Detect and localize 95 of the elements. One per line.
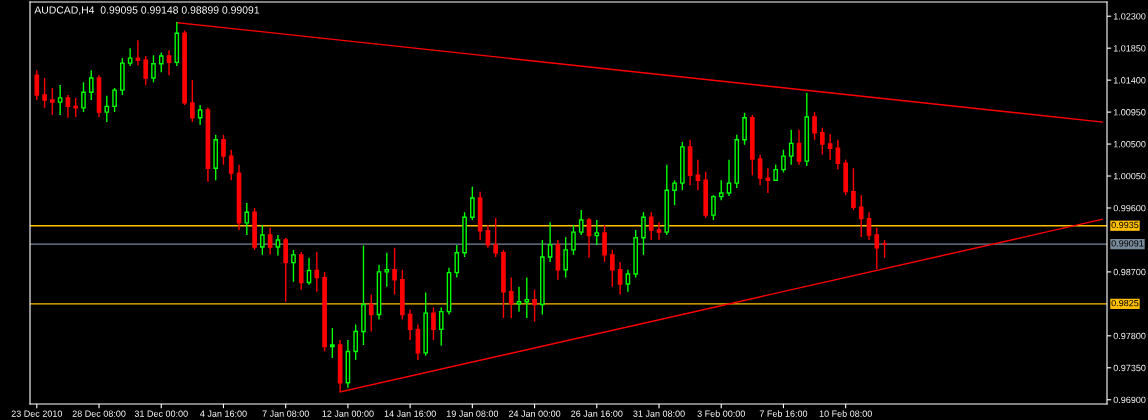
x-tick-label: 10 Feb 08:00 [819, 410, 872, 417]
candlestick [34, 69, 40, 101]
y-tick-label: 0.98700 [1113, 268, 1146, 276]
x-tick-label: 3 Feb 00:00 [697, 410, 745, 417]
y-tick-label: 1.00050 [1113, 172, 1146, 180]
candlestick [874, 227, 880, 270]
x-tick-label: 12 Jan 00:00 [322, 410, 374, 417]
candlestick [267, 227, 273, 256]
candlestick [438, 306, 444, 347]
candlestick [493, 217, 499, 258]
candlestick [718, 179, 724, 201]
y-tick-label: 0.97800 [1113, 332, 1146, 340]
candlestick [781, 149, 786, 174]
candlestick [788, 129, 794, 166]
candlestick [392, 247, 397, 296]
candlestick [641, 211, 646, 256]
y-tick-label: 1.01850 [1113, 45, 1146, 52]
candlestick [143, 55, 149, 86]
y-tick-label: 1.02300 [1113, 13, 1146, 20]
candlestick [524, 276, 530, 319]
candlestick [563, 236, 569, 279]
candlestick [610, 249, 615, 288]
candlestick [275, 234, 281, 257]
candlestick [617, 261, 623, 296]
candlestick [470, 185, 475, 221]
candlestick [50, 87, 55, 116]
candlestick [571, 224, 576, 256]
candlestick [594, 219, 600, 246]
candlestick [151, 54, 156, 83]
x-tick-label: 28 Dec 08:00 [72, 410, 126, 417]
candlestick [291, 249, 296, 283]
candlestick [672, 179, 677, 206]
candlestick [485, 224, 491, 249]
candlestick [648, 211, 654, 241]
candlestick [244, 202, 250, 236]
x-tick-label: 31 Jan 08:00 [633, 410, 685, 417]
x-tick-label: 31 Dec 00:00 [134, 410, 188, 417]
candlestick [112, 87, 117, 113]
candlestick [508, 276, 514, 319]
candlestick [812, 111, 817, 141]
candlestick [283, 237, 289, 303]
x-tick-label: 24 Jan 00:00 [508, 410, 561, 417]
candlestick [532, 288, 537, 323]
candlestick [516, 286, 522, 313]
candlestick [547, 221, 553, 263]
candlestick [765, 167, 771, 194]
x-tick-label: 4 Jan 16:00 [200, 410, 247, 417]
y-tick-label: 1.00500 [1113, 141, 1146, 148]
candlestick [57, 84, 63, 116]
candlestick [158, 51, 164, 74]
chart-title: AUDCAD,H4 0.99095 0.99148 0.98899 0.99091 [34, 6, 260, 15]
candlestick [42, 77, 47, 109]
candlestick [454, 244, 460, 279]
x-tick-label: 7 Jan 08:00 [262, 410, 309, 417]
candlestick [384, 252, 390, 288]
x-tick-label: 23 Dec 2010 [11, 410, 63, 417]
candlestick [858, 194, 864, 238]
candlestick [656, 221, 662, 241]
candlestick [88, 69, 94, 101]
candlestick [330, 327, 335, 359]
ref-line-label: 0.9825 [1111, 299, 1139, 307]
ref-line-label: 0.99091 [1111, 240, 1144, 247]
y-tick-label: 0.96900 [1113, 396, 1146, 404]
candlestick [578, 209, 584, 236]
y-tick-label: 0.99600 [1113, 204, 1146, 212]
x-tick-label: 14 Jan 16:00 [384, 410, 436, 417]
candlestick [602, 224, 607, 263]
candlestick [228, 149, 234, 181]
candlestick [65, 94, 71, 119]
candlestick [742, 112, 747, 146]
candlestick [368, 293, 374, 333]
candlestick [73, 97, 79, 118]
candlestick [166, 49, 172, 76]
y-tick-label: 0.97350 [1113, 364, 1146, 372]
candlestick [353, 323, 359, 361]
y-tick-label: 1.00950 [1113, 109, 1146, 116]
x-tick-label: 7 Feb 16:00 [759, 410, 808, 417]
candlestick [221, 134, 226, 166]
candlestick [711, 194, 716, 221]
candlestick [820, 127, 825, 156]
candlestick [431, 306, 436, 341]
candlestick [625, 269, 631, 293]
candlestick [260, 224, 265, 256]
candlestick [827, 133, 833, 161]
candlestick [81, 81, 86, 113]
x-tick-label: 26 Jan 16:00 [571, 410, 623, 417]
ref-line-label: 0.9935 [1111, 221, 1139, 229]
candlestick [851, 167, 856, 211]
x-tick-label: 19 Jan 08:00 [446, 410, 499, 417]
candlestick [135, 39, 141, 66]
y-tick-label: 1.01400 [1113, 77, 1146, 84]
candlestick [104, 95, 110, 123]
candlestick [190, 79, 195, 123]
candlestick [314, 251, 320, 293]
candlestick [726, 158, 732, 197]
